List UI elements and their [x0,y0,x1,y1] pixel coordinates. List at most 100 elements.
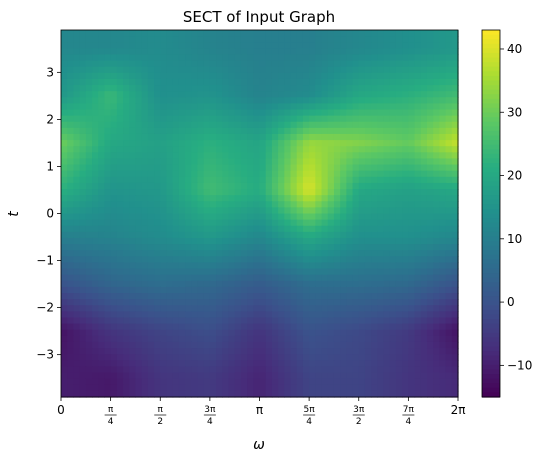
heatmap-cell [371,54,378,62]
heatmap-cell [141,42,149,49]
heatmap-cell [371,201,378,208]
heatmap-cell [439,176,447,184]
heatmap-cell [154,164,161,172]
heatmap-cell [123,384,130,392]
heatmap-cell [185,384,192,392]
heatmap-cell [296,311,304,319]
heatmap-cell [426,262,434,270]
heatmap-cell [395,30,403,37]
heatmap-cell [290,323,298,331]
colorbar-segment [482,126,500,132]
heatmap-cell [309,317,316,325]
heatmap-cell [197,170,205,178]
heatmap-cell [147,299,155,306]
heatmap-cell [166,127,174,135]
heatmap-cell [104,170,112,178]
heatmap-cell [209,72,217,80]
heatmap-cell [67,219,74,227]
heatmap-cell [358,152,366,160]
heatmap-cell [110,390,118,398]
heatmap-cell [98,280,106,288]
heatmap-cell [290,311,298,319]
heatmap-cell [377,164,385,172]
heatmap-cell [85,268,93,276]
heatmap-cell [73,91,81,98]
heatmap-cell [216,268,223,276]
heatmap-cell [61,189,68,196]
heatmap-cell [340,354,347,361]
heatmap-cell [340,262,347,270]
heatmap-cell [402,189,409,196]
heatmap-cell [197,360,205,368]
heatmap-cell [383,60,391,68]
heatmap-cell [408,91,416,98]
heatmap-cell [98,42,106,49]
heatmap-cell [358,299,366,306]
heatmap-cell [284,360,292,368]
heatmap-cell [79,158,87,166]
heatmap-cell [296,189,304,196]
heatmap-cell [315,329,323,337]
heatmap-cell [302,335,310,343]
heatmap-cell [402,72,409,80]
heatmap-cell [209,54,217,62]
heatmap-cell [98,293,106,300]
heatmap-cell [408,360,416,368]
heatmap-cell [340,244,347,251]
heatmap-cell [85,109,93,117]
heatmap-cell [402,66,409,74]
heatmap-cell [364,341,372,349]
y-tick-label: −1 [36,254,54,268]
heatmap-cell [451,54,459,62]
heatmap-cell [141,262,149,270]
heatmap-cell [253,274,261,282]
heatmap-cell [371,360,378,368]
heatmap-cell [358,274,366,282]
heatmap-cell [247,189,254,196]
heatmap-cell [240,109,248,117]
heatmap-cell [395,262,403,270]
heatmap-cell [278,390,285,398]
heatmap-cell [104,341,112,349]
heatmap-cell [228,164,236,172]
heatmap-cell [98,182,106,190]
heatmap-cell [426,140,434,147]
colorbar-segment [482,236,500,242]
heatmap-cell [327,372,335,380]
heatmap-cell [172,256,180,264]
heatmap-cell [147,244,155,251]
heatmap-cell [383,305,391,312]
heatmap-cell [61,317,68,325]
heatmap-cell [327,66,335,74]
x-tick-label-denominator: 2 [157,417,163,427]
heatmap-cell [61,207,68,215]
heatmap-cell [73,390,81,398]
heatmap-cell [346,195,354,202]
heatmap-cell [172,158,180,166]
heatmap-cell [302,390,310,398]
heatmap-cell [426,127,434,135]
heatmap-cell [85,360,93,368]
heatmap-cell [222,152,230,160]
heatmap-cell [216,30,223,37]
heatmap-cell [426,207,434,215]
heatmap-cell [197,348,205,355]
heatmap-cell [439,286,447,294]
heatmap-cell [371,85,378,92]
heatmap-cell [104,360,112,368]
heatmap-cell [352,189,360,196]
heatmap-cell [104,384,112,392]
heatmap-cell [321,219,329,227]
heatmap-cell [364,299,372,306]
heatmap-cell [451,244,459,251]
heatmap-cell [333,164,341,172]
heatmap-cell [104,78,112,86]
heatmap-cell [296,201,304,208]
heatmap-cell [216,115,223,123]
heatmap-cell [92,390,99,398]
heatmap-cell [98,250,106,257]
heatmap-cell [408,390,416,398]
heatmap-cell [141,72,149,80]
heatmap-cell [166,91,174,98]
heatmap-cell [247,225,254,233]
